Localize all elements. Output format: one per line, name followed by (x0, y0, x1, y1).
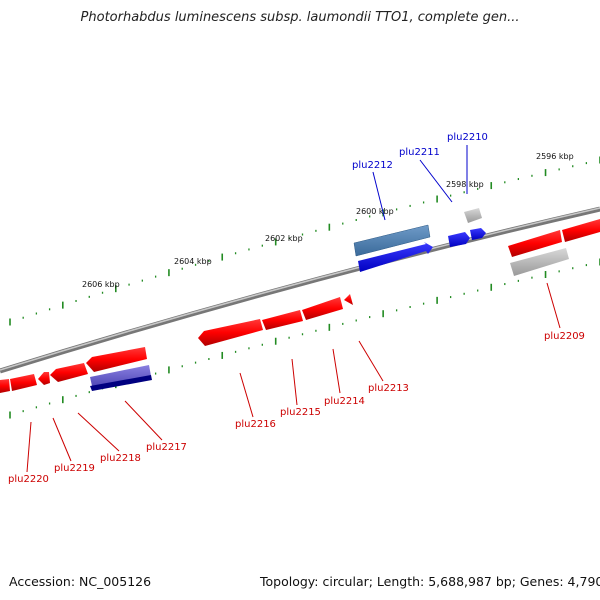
gene-label[interactable]: plu2211 (399, 147, 440, 158)
gene-feature-steelblue[interactable] (353, 224, 431, 257)
genome-summary: Topology: circular; Length: 5,688,987 bp… (260, 574, 600, 589)
outer-scale-ticks (9, 156, 600, 326)
gene-label[interactable]: plu2219 (54, 463, 95, 474)
gene-label[interactable]: plu2209 (544, 331, 585, 342)
gene-feature-plu2212[interactable] (358, 242, 433, 272)
scale-label: 2600 kbp (356, 207, 394, 216)
gene-label[interactable]: plu2218 (100, 453, 141, 464)
gene-label[interactable]: plu2220 (8, 474, 49, 485)
gene-label[interactable]: plu2212 (352, 160, 393, 171)
minus-strand-features (0, 219, 600, 393)
genome-backbone-highlight (0, 207, 600, 371)
gene-feature-plu2217[interactable] (86, 347, 147, 372)
plus-strand-features (353, 208, 486, 272)
scale-label: 2604 kbp (174, 257, 212, 266)
accession-label: Accession: NC_005126 (9, 574, 152, 589)
scale-label: 2602 kbp (265, 234, 303, 243)
gene-label[interactable]: plu2210 (447, 132, 488, 143)
gene-label[interactable]: plu2217 (146, 442, 187, 453)
scale-label: 2596 kbp (536, 152, 574, 161)
scale-label: 2606 kbp (82, 280, 120, 289)
gene-feature-plu2220[interactable] (10, 374, 37, 391)
gene-feature-plu2211[interactable] (448, 232, 470, 247)
gene-feature-plu2219[interactable] (50, 363, 88, 382)
gene-label[interactable]: plu2216 (235, 419, 276, 430)
scale-label: 2598 kbp (446, 180, 484, 189)
gene-feature-plu2214[interactable] (302, 297, 343, 320)
genome-backbone (0, 206, 600, 374)
leader-lines (26, 145, 561, 473)
map-title: Photorhabdus luminescens subsp. laumondi… (80, 10, 520, 25)
gene-labels: plu2212 plu2211 plu2210 plu2209 plu2213 … (8, 132, 585, 485)
gene-feature-plu2218[interactable] (90, 365, 151, 386)
gene-feature-plu2216[interactable] (198, 319, 263, 346)
gene-feature-navy[interactable] (90, 375, 152, 391)
gene-label[interactable]: plu2215 (280, 407, 321, 418)
gene-feature-plu2210[interactable] (470, 228, 486, 240)
gene-feature-plu2213[interactable] (344, 294, 353, 305)
gene-feature-red[interactable] (562, 219, 600, 242)
gene-feature-plu2209[interactable] (510, 248, 569, 276)
gene-feature-plu2215[interactable] (262, 310, 303, 330)
gene-feature-red-small[interactable] (38, 372, 50, 385)
gene-feature-red[interactable] (508, 230, 562, 257)
gene-feature-gray-small[interactable] (464, 208, 482, 223)
gene-label[interactable]: plu2214 (324, 396, 365, 407)
gene-feature-red-edge[interactable] (0, 379, 10, 393)
gene-label[interactable]: plu2213 (368, 383, 409, 394)
